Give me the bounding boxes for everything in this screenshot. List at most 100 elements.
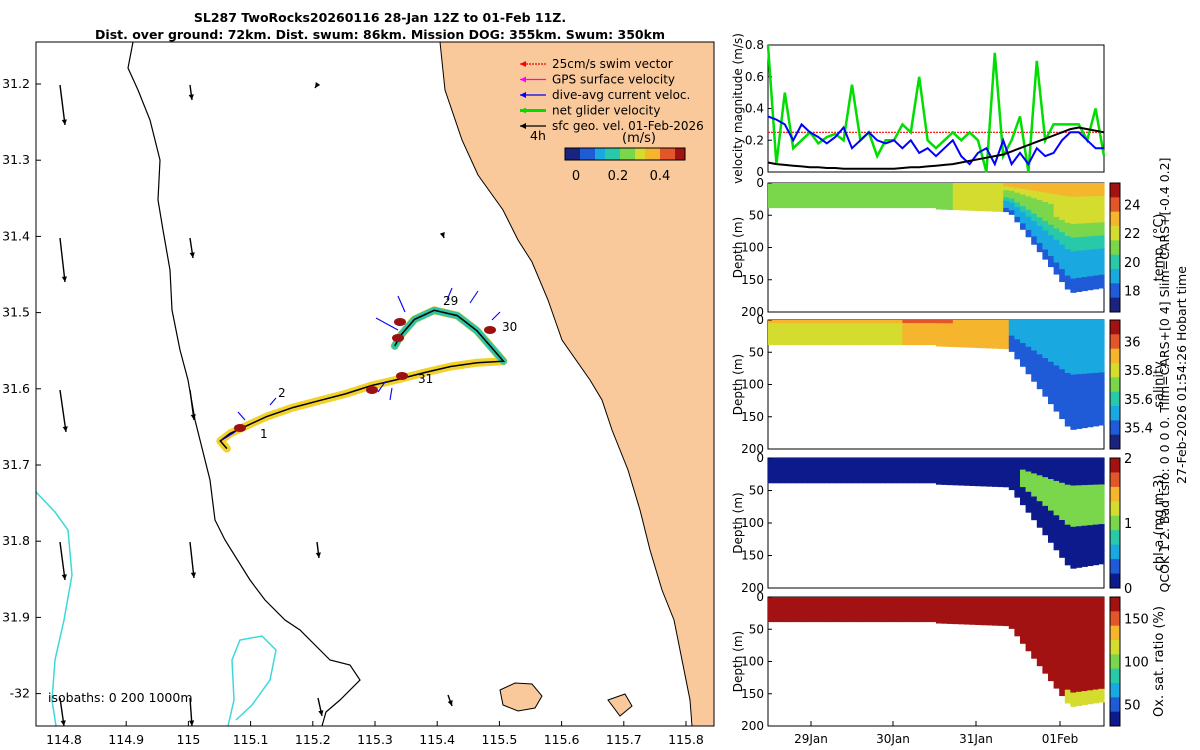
temp-cell-43-2 — [1008, 190, 1015, 196]
salinity-cell-6-6 — [801, 338, 808, 343]
salinity-cell-16-0 — [857, 320, 864, 324]
salinity-cell-53-4 — [1064, 372, 1071, 387]
salinity-cell-59-1 — [1098, 333, 1105, 347]
salinity-cell-1-0 — [773, 320, 780, 324]
chla-cell-6-2 — [801, 464, 808, 468]
chla-cell-1-2 — [773, 464, 780, 468]
chla-cell-26-6 — [913, 476, 920, 481]
salinity-cell-58-1 — [1092, 333, 1099, 348]
salinity-cell-4-7 — [790, 341, 797, 346]
chla-cell-2-4 — [779, 470, 786, 475]
chla-cell-54-4 — [1070, 513, 1077, 528]
oxygen-cell-15-6 — [852, 615, 859, 620]
temp-cell-3-2 — [784, 189, 791, 193]
chla-cbar-cell-17 — [1110, 580, 1120, 589]
salinity-cell-18-7 — [868, 341, 875, 346]
chla-cell-23-1 — [896, 461, 903, 465]
oxygen-cell-58-1 — [1092, 610, 1099, 625]
salinity-cell-51-0 — [1053, 320, 1060, 332]
temp-cell-55-2 — [1076, 210, 1083, 225]
chla-cell-38-4 — [980, 471, 987, 477]
temp-cell-34-4 — [958, 196, 965, 201]
oxygen-cell-8-6 — [812, 615, 819, 620]
temp-cell-33-1 — [952, 186, 959, 191]
salinity-cell-33-6 — [952, 339, 959, 344]
oxygen-cell-14-4 — [846, 609, 853, 613]
temp-cell-9-4 — [818, 195, 825, 199]
chla-cell-54-3 — [1070, 499, 1077, 514]
temp-cell-43-4 — [1008, 198, 1015, 204]
chla-cell-48-7 — [1036, 518, 1043, 528]
salinity-cell-2-4 — [779, 332, 786, 336]
oxygen-cell-55-6 — [1076, 678, 1083, 693]
oxygen-cell-23-6 — [896, 615, 903, 620]
salinity-cell-19-0 — [874, 320, 881, 324]
salinity-cell-19-5 — [874, 335, 881, 339]
oxygen-cell-7-5 — [807, 612, 814, 616]
chla-cell-33-3 — [952, 468, 959, 472]
temp-cell-33-4 — [952, 196, 959, 201]
temp-cell-25-1 — [908, 186, 915, 190]
salinity-ytick-label-1: 50 — [749, 345, 764, 359]
oxygen-cell-42-4 — [1003, 611, 1010, 616]
oxygen-cell-16-1 — [857, 600, 864, 604]
temp-cell-42-3 — [1003, 193, 1010, 198]
oxygen-cell-35-6 — [964, 617, 971, 622]
salinity-cell-10-4 — [824, 332, 831, 336]
salinity-cell-7-2 — [807, 326, 814, 330]
chla-cbar-cell-7 — [1110, 508, 1120, 517]
chla-cell-36-5 — [969, 475, 976, 480]
oxygen-cell-5-1 — [796, 600, 803, 604]
day-label-29: 29 — [443, 294, 458, 308]
temp-cell-23-6 — [896, 201, 903, 206]
salinity-cell-1-1 — [773, 323, 780, 327]
oxygen-cell-28-7 — [924, 618, 931, 623]
oxygen-cell-3-6 — [784, 615, 791, 620]
chla-cell-53-1 — [1064, 471, 1071, 486]
oxygen-cbar-cell-17 — [1110, 718, 1120, 727]
salinity-cell-8-7 — [812, 341, 819, 346]
temp-cell-27-7 — [919, 204, 926, 209]
temp-cell-29-1 — [930, 186, 937, 190]
oxygen-cell-27-1 — [919, 600, 926, 604]
temp-cell-31-1 — [941, 186, 948, 191]
salinity-cell-52-5 — [1059, 381, 1066, 395]
oxygen-cell-25-5 — [908, 612, 915, 616]
temp-cell-7-2 — [807, 189, 814, 193]
chla-cell-27-6 — [919, 476, 926, 481]
temp-cell-41-6 — [997, 204, 1004, 209]
velocity-series-1 — [766, 44, 1106, 173]
chla-cell-30-4 — [936, 471, 943, 475]
chla-cell-21-3 — [885, 467, 892, 471]
salinity-cell-32-7 — [947, 343, 954, 347]
salinity-ytick-label-3: 150 — [741, 410, 764, 424]
oxygen-cbar-cell-11 — [1110, 675, 1120, 684]
chla-cell-6-3 — [801, 467, 808, 471]
salinity-cell-4-2 — [790, 326, 797, 330]
oxygen-cbar-cell-6 — [1110, 640, 1120, 648]
salinity-cell-58-0 — [1092, 320, 1099, 334]
salinity-cell-24-2 — [902, 326, 909, 330]
salinity-cell-30-1 — [936, 323, 943, 328]
oxygen-cell-49-1 — [1042, 606, 1049, 617]
temp-cell-2-0 — [779, 183, 786, 187]
temp-cell-38-2 — [980, 189, 987, 194]
temp-cell-44-6 — [1014, 212, 1021, 218]
salinity-cell-9-2 — [818, 326, 825, 330]
chla-cell-26-7 — [913, 479, 920, 484]
chla-cbar-cell-1 — [1110, 465, 1120, 473]
temp-cell-3-5 — [784, 198, 791, 202]
oxygen-cell-13-6 — [840, 615, 847, 620]
sfc-vel-arrowhead-9 — [60, 720, 66, 726]
chla-cell-51-0 — [1053, 458, 1060, 471]
salinity-cell-43-0 — [1008, 320, 1015, 325]
temp-cell-48-1 — [1036, 191, 1043, 201]
oxygen-cell-22-6 — [891, 615, 898, 620]
temp-cell-47-0 — [1031, 183, 1038, 192]
temp-cell-54-5 — [1070, 251, 1077, 266]
chla-cell-40-0 — [992, 458, 999, 463]
salinity-cell-18-4 — [868, 332, 875, 336]
oxygen-cell-7-6 — [807, 615, 814, 620]
salinity-cell-28-6 — [924, 338, 931, 343]
salinity-cell-41-0 — [997, 320, 1004, 325]
